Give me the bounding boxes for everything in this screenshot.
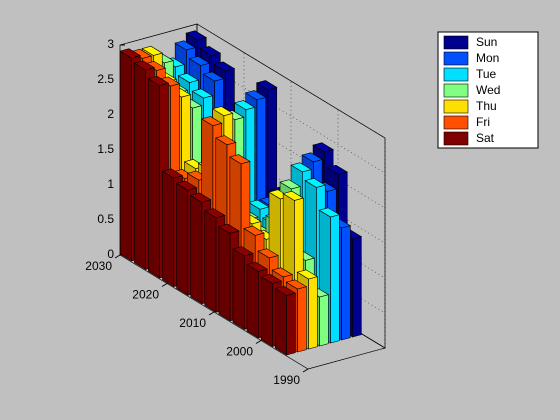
legend-swatch: [443, 35, 469, 50]
bar-face: [176, 182, 189, 296]
y-tick-label: 2000: [226, 345, 253, 359]
bar-face: [243, 225, 265, 236]
bar-face: [199, 45, 222, 56]
bar-face: [301, 152, 323, 163]
bar-face: [246, 261, 268, 272]
bar-face: [232, 246, 254, 257]
bar-face: [177, 72, 200, 83]
legend-swatch: [443, 51, 469, 66]
bar-face: [271, 267, 293, 278]
legend-label: Thu: [476, 99, 497, 113]
bar-face: [202, 71, 225, 82]
legend-label: Wed: [476, 83, 500, 97]
bar-face: [232, 248, 245, 330]
bar-face: [260, 273, 282, 284]
bar-face: [244, 90, 267, 101]
bar-face: [141, 45, 163, 56]
bar-face: [246, 264, 259, 339]
legend-label: Sun: [476, 35, 497, 49]
bar-face: [133, 60, 156, 71]
bar-face: [319, 294, 329, 347]
bar-face: [191, 88, 214, 99]
legend-swatch: [443, 131, 469, 146]
bar-face: [175, 180, 198, 191]
y-tick-label: 2010: [179, 316, 206, 330]
bar-face: [148, 78, 160, 279]
z-tick-label: 0.5: [97, 212, 114, 226]
bar-face: [213, 61, 236, 72]
legend-swatch: [443, 83, 469, 98]
legend-swatch: [443, 115, 469, 130]
bar-face: [218, 223, 240, 234]
bar-face: [161, 168, 184, 179]
bar-face: [119, 50, 132, 262]
bar-face: [312, 142, 334, 153]
z-tick-label: 0: [107, 247, 114, 261]
bar-face: [119, 48, 141, 59]
bar-face: [211, 106, 234, 117]
bar-face: [190, 194, 203, 305]
bar-face: [296, 269, 319, 280]
bar-face: [174, 40, 196, 51]
y-tick-label: 2020: [132, 288, 159, 302]
bar-face: [204, 208, 226, 219]
bar-face: [200, 116, 223, 127]
bar-face: [297, 286, 307, 353]
bar-face: [215, 135, 237, 146]
z-tick-label: 2: [107, 107, 114, 121]
y-tick-label: 2030: [85, 259, 112, 273]
z-tick-label: 3: [107, 37, 114, 51]
bar-face: [189, 192, 212, 203]
bar-face: [147, 76, 170, 86]
legend-label: Mon: [476, 51, 499, 65]
legend-label: Fri: [476, 115, 490, 129]
y-tick: [255, 340, 262, 344]
bar-face: [286, 292, 296, 356]
bar-face: [304, 177, 326, 188]
bar-face: [290, 162, 312, 173]
y-tick-label: 1990: [273, 373, 300, 387]
legend-swatch: [443, 99, 469, 114]
legend-label: Tue: [476, 67, 497, 81]
bar-face: [279, 179, 301, 190]
y-tick: [114, 254, 121, 259]
bar-face: [185, 30, 207, 41]
z-tick-label: 1.5: [97, 142, 114, 156]
z-tick-label: 2.5: [97, 72, 114, 86]
bar-face: [274, 285, 297, 296]
bar-face: [218, 225, 231, 322]
bar-face: [282, 190, 304, 201]
legend-swatch: [443, 67, 469, 82]
bar-face: [341, 225, 351, 341]
bar-face: [274, 288, 287, 356]
bar-face: [308, 276, 318, 350]
bar-face: [318, 207, 341, 218]
bar-face: [285, 279, 308, 290]
legend-label: Sat: [476, 131, 495, 145]
bar-face: [330, 214, 340, 344]
y-tick: [302, 368, 309, 373]
y-tick: [161, 283, 168, 287]
bar-face: [204, 210, 217, 313]
bar-face: [326, 164, 348, 175]
y-tick: [208, 311, 215, 316]
bar-face: [255, 80, 278, 91]
bar-face: [188, 55, 211, 66]
bar-face: [352, 236, 362, 338]
bar-face: [260, 276, 273, 348]
bar-face: [233, 100, 256, 111]
bar-face: [133, 62, 146, 271]
bar-face: [229, 154, 251, 165]
z-tick-label: 1: [107, 177, 114, 191]
bar-face: [162, 170, 175, 288]
bar: [274, 285, 297, 356]
bar-face: [257, 248, 279, 259]
